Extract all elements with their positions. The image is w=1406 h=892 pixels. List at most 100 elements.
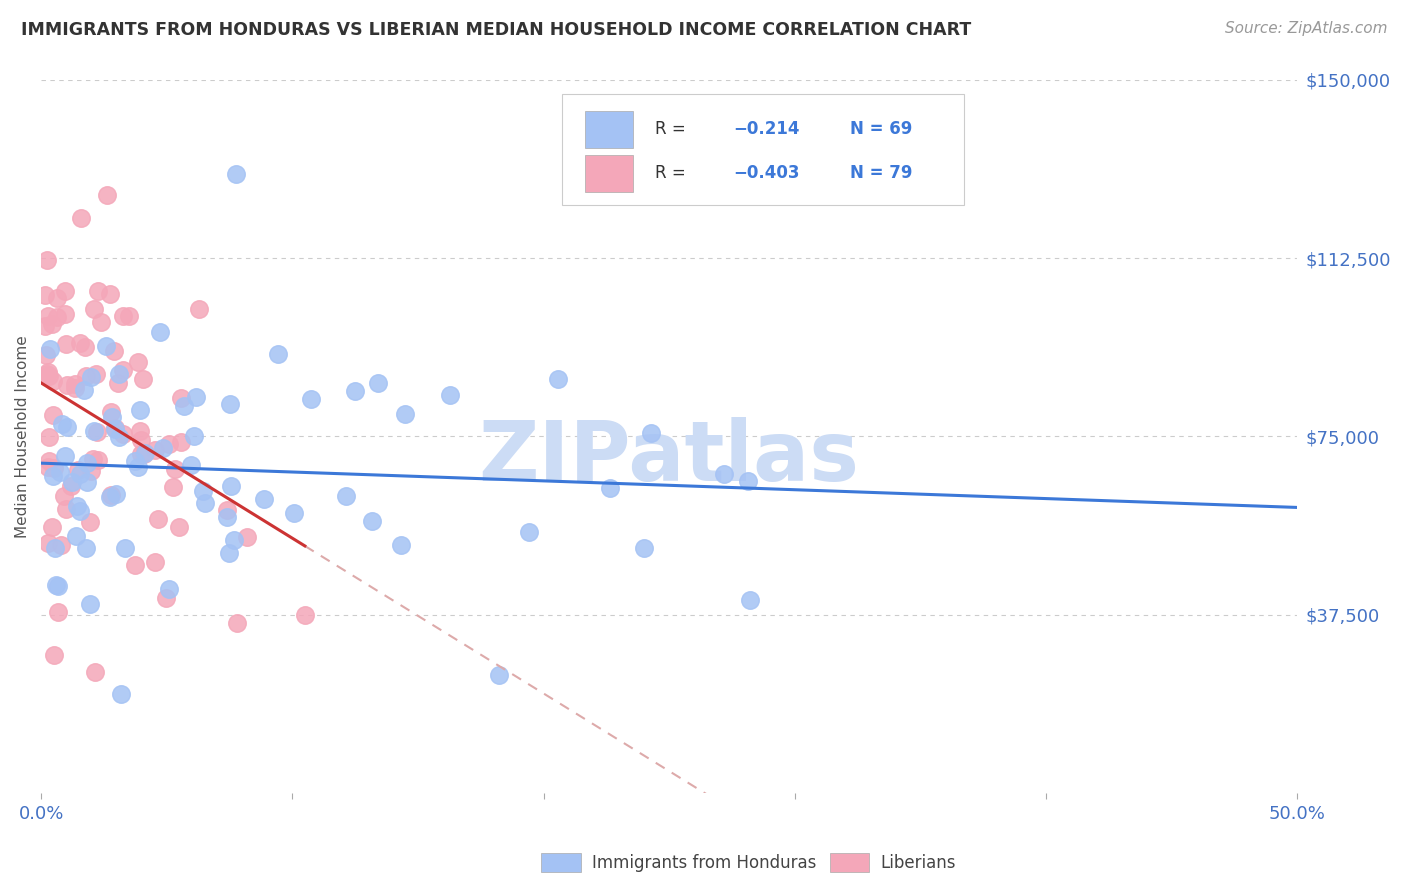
- Text: N = 69: N = 69: [851, 120, 912, 138]
- Text: ZIPatlas: ZIPatlas: [478, 417, 859, 499]
- Point: [488, 667, 510, 681]
- Point: [218, 397, 240, 411]
- Point: [87, 453, 110, 467]
- Point: [184, 390, 207, 404]
- Point: [53, 307, 76, 321]
- Point: [37, 536, 59, 550]
- Point: [188, 301, 211, 316]
- Point: [76, 475, 98, 489]
- Point: [79, 597, 101, 611]
- Point: [157, 582, 180, 597]
- Point: [100, 405, 122, 419]
- Point: [640, 426, 662, 441]
- Point: [55, 336, 77, 351]
- Point: [152, 442, 174, 456]
- Point: [63, 377, 86, 392]
- Text: Immigrants from Honduras: Immigrants from Honduras: [592, 854, 817, 871]
- Point: [53, 284, 76, 298]
- Point: [112, 363, 135, 377]
- Point: [104, 422, 127, 436]
- Text: −0.214: −0.214: [733, 120, 800, 138]
- Point: [103, 343, 125, 358]
- Point: [124, 453, 146, 467]
- Text: N = 79: N = 79: [851, 164, 912, 182]
- Point: [104, 487, 127, 501]
- FancyBboxPatch shape: [585, 111, 633, 148]
- Point: [740, 593, 762, 607]
- Point: [37, 253, 59, 268]
- Point: [157, 437, 180, 451]
- FancyBboxPatch shape: [585, 155, 633, 192]
- Point: [360, 514, 382, 528]
- Point: [294, 607, 316, 622]
- Point: [83, 301, 105, 316]
- Point: [225, 167, 247, 181]
- Point: [69, 335, 91, 350]
- Text: R =: R =: [655, 120, 692, 138]
- Point: [75, 340, 97, 354]
- Point: [129, 446, 152, 460]
- FancyBboxPatch shape: [562, 95, 965, 205]
- Point: [127, 459, 149, 474]
- Point: [80, 370, 103, 384]
- Point: [114, 541, 136, 555]
- Point: [98, 286, 121, 301]
- Point: [112, 426, 135, 441]
- Point: [143, 555, 166, 569]
- Point: [132, 372, 155, 386]
- FancyBboxPatch shape: [830, 853, 869, 872]
- Point: [69, 467, 91, 481]
- Point: [111, 309, 134, 323]
- Point: [267, 347, 290, 361]
- Point: [96, 187, 118, 202]
- Point: [56, 378, 79, 392]
- Point: [344, 384, 367, 398]
- Point: [87, 284, 110, 298]
- Point: [42, 648, 65, 663]
- Point: [86, 425, 108, 439]
- Point: [194, 496, 217, 510]
- Point: [737, 474, 759, 488]
- Point: [75, 368, 97, 383]
- Text: Source: ZipAtlas.com: Source: ZipAtlas.com: [1225, 21, 1388, 36]
- Point: [82, 452, 104, 467]
- Point: [218, 546, 240, 560]
- Point: [224, 533, 246, 548]
- Point: [60, 475, 83, 490]
- Point: [236, 530, 259, 544]
- Point: [55, 501, 77, 516]
- Point: [165, 462, 187, 476]
- Point: [149, 325, 172, 339]
- Point: [69, 211, 91, 225]
- Point: [80, 464, 103, 478]
- Point: [253, 492, 276, 507]
- Text: IMMIGRANTS FROM HONDURAS VS LIBERIAN MEDIAN HOUSEHOLD INCOME CORRELATION CHART: IMMIGRANTS FROM HONDURAS VS LIBERIAN MED…: [21, 21, 972, 38]
- Point: [219, 479, 242, 493]
- Point: [83, 424, 105, 438]
- Point: [170, 392, 193, 406]
- Point: [37, 309, 59, 323]
- Point: [49, 538, 72, 552]
- Point: [180, 458, 202, 472]
- Point: [75, 541, 97, 555]
- Point: [41, 318, 63, 332]
- Point: [37, 365, 59, 379]
- Point: [517, 524, 540, 539]
- Point: [46, 605, 69, 619]
- Point: [633, 541, 655, 556]
- Point: [107, 376, 129, 390]
- FancyBboxPatch shape: [541, 853, 581, 872]
- Point: [129, 433, 152, 447]
- Point: [52, 489, 75, 503]
- Point: [39, 342, 62, 356]
- Point: [146, 511, 169, 525]
- Point: [66, 463, 89, 477]
- Point: [76, 456, 98, 470]
- Point: [56, 419, 79, 434]
- Point: [155, 591, 177, 605]
- Point: [110, 687, 132, 701]
- Point: [37, 460, 59, 475]
- Point: [215, 510, 238, 524]
- Point: [34, 288, 56, 302]
- Point: [547, 371, 569, 385]
